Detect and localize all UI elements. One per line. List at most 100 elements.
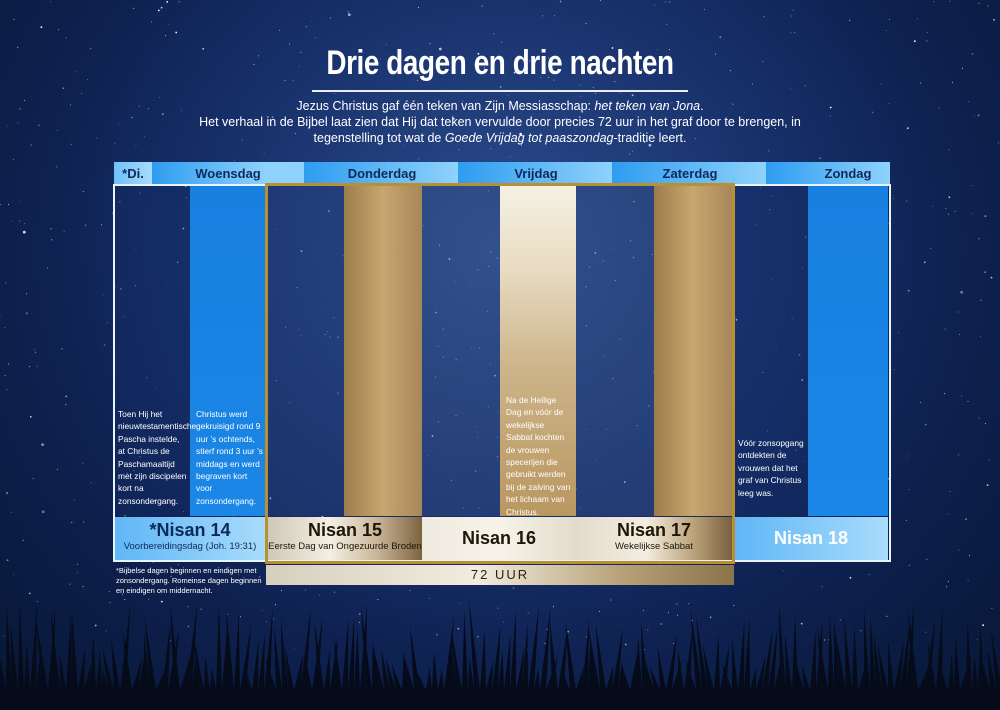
star: [47, 267, 49, 269]
star: [730, 70, 732, 72]
star: [802, 267, 804, 269]
star: [952, 81, 953, 83]
star: [56, 130, 58, 131]
star: [559, 0, 562, 3]
star: [769, 472, 771, 474]
star: [13, 18, 15, 20]
star: [289, 402, 291, 404]
star: [126, 472, 129, 475]
star: [762, 371, 764, 373]
star: [70, 104, 71, 106]
star: [29, 415, 32, 418]
star: [178, 1, 180, 3]
star: [794, 32, 796, 34]
star: [496, 257, 498, 259]
star: [553, 79, 555, 81]
star: [792, 9, 794, 11]
star: [893, 369, 895, 370]
star: [500, 69, 502, 71]
star: [733, 605, 735, 607]
star: [161, 113, 164, 115]
header-bar-vrijdag: [458, 162, 612, 185]
star: [131, 117, 133, 119]
star: [769, 209, 771, 211]
star: [544, 643, 546, 644]
star: [735, 318, 738, 321]
star: [595, 459, 596, 461]
star: [715, 53, 716, 55]
star: [609, 249, 611, 251]
star: [478, 507, 480, 509]
star: [102, 294, 104, 296]
column-zondag-day: [808, 186, 888, 516]
nisan-16-title: Nisan 16: [461, 528, 537, 548]
nisan-18-title: Nisan 18: [773, 528, 849, 548]
star: [967, 400, 969, 402]
star: [771, 195, 773, 197]
star: [50, 1, 52, 3]
star: [470, 347, 472, 349]
star: [477, 635, 479, 638]
star: [234, 159, 236, 161]
star: [949, 491, 951, 492]
star: [493, 33, 495, 35]
star: [648, 57, 650, 59]
star: [614, 280, 616, 281]
star: [50, 228, 52, 230]
star: [988, 459, 990, 461]
star: [151, 21, 153, 23]
header-bar-dinsdag: [114, 162, 152, 185]
star: [165, 281, 167, 283]
star: [974, 115, 976, 116]
star: [170, 575, 172, 577]
star: [428, 455, 430, 456]
star: [905, 520, 907, 521]
star: [623, 481, 626, 483]
star: [948, 196, 951, 199]
star: [139, 455, 141, 457]
star: [238, 574, 240, 576]
star: [509, 156, 511, 158]
star: [105, 630, 107, 632]
star: [489, 364, 491, 365]
star: [945, 208, 947, 210]
star: [305, 26, 307, 28]
star: [849, 576, 852, 579]
star: [542, 15, 544, 17]
star: [0, 204, 1, 206]
star: [926, 558, 928, 560]
star: [829, 115, 831, 117]
star: [169, 640, 171, 642]
star: [619, 92, 620, 94]
star: [22, 230, 26, 234]
star: [281, 590, 283, 591]
star: [6, 388, 8, 390]
nisan-17-subtitle: Wekelijkse Sabbat: [615, 541, 693, 552]
grass-silhouette: [0, 600, 1000, 710]
star: [599, 610, 601, 612]
star: [409, 590, 411, 591]
star: [527, 612, 529, 614]
star: [462, 507, 464, 509]
star: [300, 334, 302, 336]
star: [849, 19, 851, 21]
star: [186, 424, 188, 426]
nisan-17-box: Nisan 17 Wekelijkse Sabbat: [576, 517, 732, 561]
star: [418, 158, 420, 160]
star: [594, 252, 597, 254]
star: [146, 377, 148, 379]
star: [771, 279, 773, 281]
star: [263, 153, 265, 155]
star: [26, 293, 27, 295]
nisan-17-title: Nisan 17: [616, 520, 692, 540]
star: [586, 636, 587, 638]
star: [455, 415, 457, 417]
star: [839, 619, 841, 621]
star: [494, 374, 496, 377]
star: [10, 512, 12, 513]
star: [771, 478, 773, 480]
star: [298, 65, 300, 67]
star: [926, 32, 928, 33]
star: [490, 251, 492, 253]
star: [631, 150, 633, 152]
